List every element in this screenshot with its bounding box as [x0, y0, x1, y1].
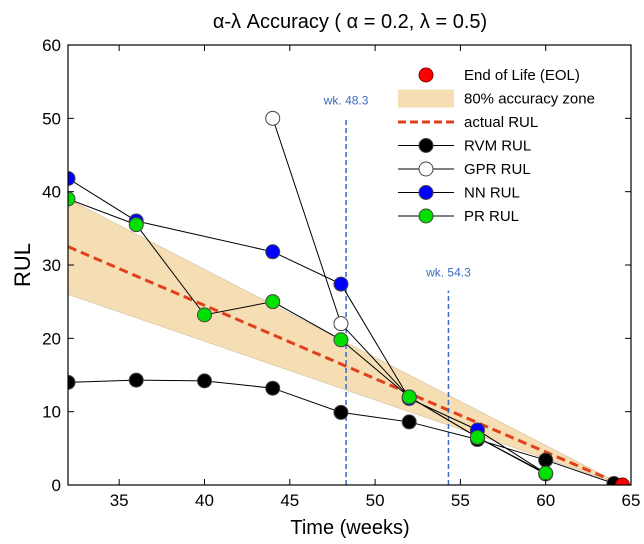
- rvm-rul-point: [128, 372, 144, 388]
- pr-rul-point: [333, 332, 349, 348]
- legend-label: actual RUL: [464, 114, 538, 131]
- x-tick-label: 65: [622, 491, 641, 510]
- legend-label: 80% accuracy zone: [464, 91, 595, 108]
- y-tick-label: 60: [42, 36, 61, 55]
- legend-marker: [398, 89, 454, 108]
- legend-marker: [418, 208, 434, 224]
- axes: wk. 48.3 wk. 54.3 35 40 45 50 55 60 65 0 10 20 30 40 5…: [42, 36, 640, 510]
- actual-rul-line: [68, 245, 624, 485]
- y-tick-label: 30: [42, 256, 61, 275]
- x-tick-label: 50: [366, 491, 385, 510]
- nn-rul-point: [333, 276, 349, 292]
- x-tick-label: 60: [536, 491, 555, 510]
- x-axis-label: Time (weeks): [290, 517, 409, 539]
- rvm-rul-point: [401, 414, 417, 430]
- gpr-rul-point: [333, 316, 349, 332]
- pr-rul-point: [469, 429, 485, 445]
- legend-label: GPR RUL: [464, 161, 531, 178]
- rvm-rul-point: [68, 374, 76, 390]
- y-tick-label: 40: [42, 183, 61, 202]
- pr-rul-point: [128, 217, 144, 233]
- pr-rul-point: [196, 307, 212, 323]
- x-tick-label: 55: [451, 491, 470, 510]
- rvm-rul-point: [538, 452, 554, 468]
- y-tick-label: 50: [42, 109, 61, 128]
- pr-rul-point: [538, 465, 554, 481]
- rvm-rul-point: [265, 380, 281, 396]
- pr-rul-point: [68, 191, 76, 207]
- x-tick-label: 35: [110, 491, 129, 510]
- legend-label: PR RUL: [464, 208, 519, 225]
- legend-label: RVM RUL: [464, 138, 531, 155]
- y-axis-label: RUL: [10, 243, 35, 287]
- pr-rul-point: [265, 294, 281, 310]
- y-tick-label: 0: [52, 476, 61, 495]
- annotation-label-2: wk. 54.3: [425, 266, 471, 280]
- legend-marker: [418, 67, 434, 83]
- nn-rul-point: [68, 170, 76, 186]
- rvm-rul-point: [333, 404, 349, 420]
- nn-rul-point: [265, 244, 281, 260]
- legend-marker: [418, 161, 434, 177]
- pr-rul-line: [68, 198, 546, 474]
- legend: End of Life (EOL) 80% accuracy zone actual…: [398, 67, 595, 225]
- chart-title: α-λ Accuracy ( α = 0.2, λ = 0.5): [213, 11, 487, 33]
- eol-point: [614, 477, 630, 485]
- y-tick-label: 10: [42, 403, 61, 422]
- rvm-rul-point: [196, 373, 212, 389]
- legend-marker: [418, 185, 434, 200]
- pr-rul-point: [401, 389, 417, 405]
- plot-area: [68, 110, 630, 485]
- rvm-rul-line: [68, 379, 615, 485]
- x-tick-label: 40: [195, 491, 214, 510]
- gpr-rul-point: [265, 110, 281, 126]
- legend-label: End of Life (EOL): [464, 67, 580, 84]
- x-tick-label: 45: [280, 491, 299, 510]
- legend-marker: [418, 138, 434, 153]
- y-tick-label: 20: [42, 329, 61, 348]
- annotation-label-1: wk. 48.3: [323, 93, 369, 107]
- legend-label: NN RUL: [464, 185, 520, 202]
